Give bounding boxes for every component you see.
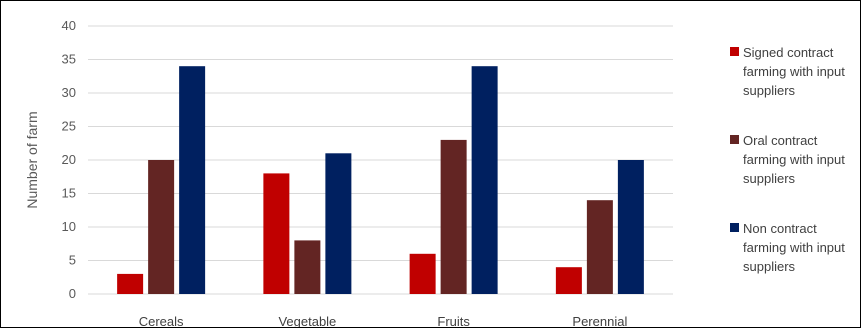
y-tick-label: 40	[62, 18, 76, 33]
legend-label: Oral contract farming with input supplie…	[743, 131, 859, 188]
legend-item: Signed contract farming with input suppl…	[730, 43, 856, 131]
bar	[472, 66, 498, 294]
bar	[294, 240, 320, 294]
y-axis-title: Number of farm	[24, 111, 40, 208]
legend-item: Oral contract farming with input supplie…	[730, 131, 856, 219]
bar	[325, 153, 351, 294]
legend-swatch	[730, 135, 739, 144]
bar	[587, 200, 613, 294]
bar	[618, 160, 644, 294]
y-tick-label: 0	[69, 286, 76, 301]
bar	[148, 160, 174, 294]
y-tick-label: 10	[62, 219, 76, 234]
y-tick-label: 20	[62, 152, 76, 167]
bar	[179, 66, 205, 294]
y-tick-label: 25	[62, 119, 76, 134]
x-tick-label: Cereals	[139, 314, 184, 327]
legend-label: Signed contract farming with input suppl…	[743, 43, 859, 100]
legend-swatch	[730, 223, 739, 232]
bar	[556, 267, 582, 294]
x-tick-label: Vegetable	[278, 314, 336, 327]
bars	[117, 66, 644, 294]
x-tick-label: Fruits	[437, 314, 470, 327]
bar	[441, 140, 467, 294]
x-tick-label: Perennial	[572, 314, 627, 327]
y-tick-label: 5	[69, 253, 76, 268]
y-tick-label: 30	[62, 85, 76, 100]
bar	[263, 173, 289, 294]
x-tick-labels: Cereals Vegetable Fruits Perennial	[139, 314, 628, 327]
y-tick-label: 15	[62, 186, 76, 201]
bar	[117, 274, 143, 294]
legend-swatch	[730, 47, 739, 56]
legend: Signed contract farming with input suppl…	[730, 43, 856, 307]
y-tick-labels: 0 5 10 15 20 25 30 35 40	[62, 18, 76, 301]
y-tick-label: 35	[62, 52, 76, 67]
legend-item: Non contract farming with input supplier…	[730, 219, 856, 307]
bar	[410, 254, 436, 294]
legend-label: Non contract farming with input supplier…	[743, 219, 859, 276]
gridlines	[88, 26, 673, 294]
